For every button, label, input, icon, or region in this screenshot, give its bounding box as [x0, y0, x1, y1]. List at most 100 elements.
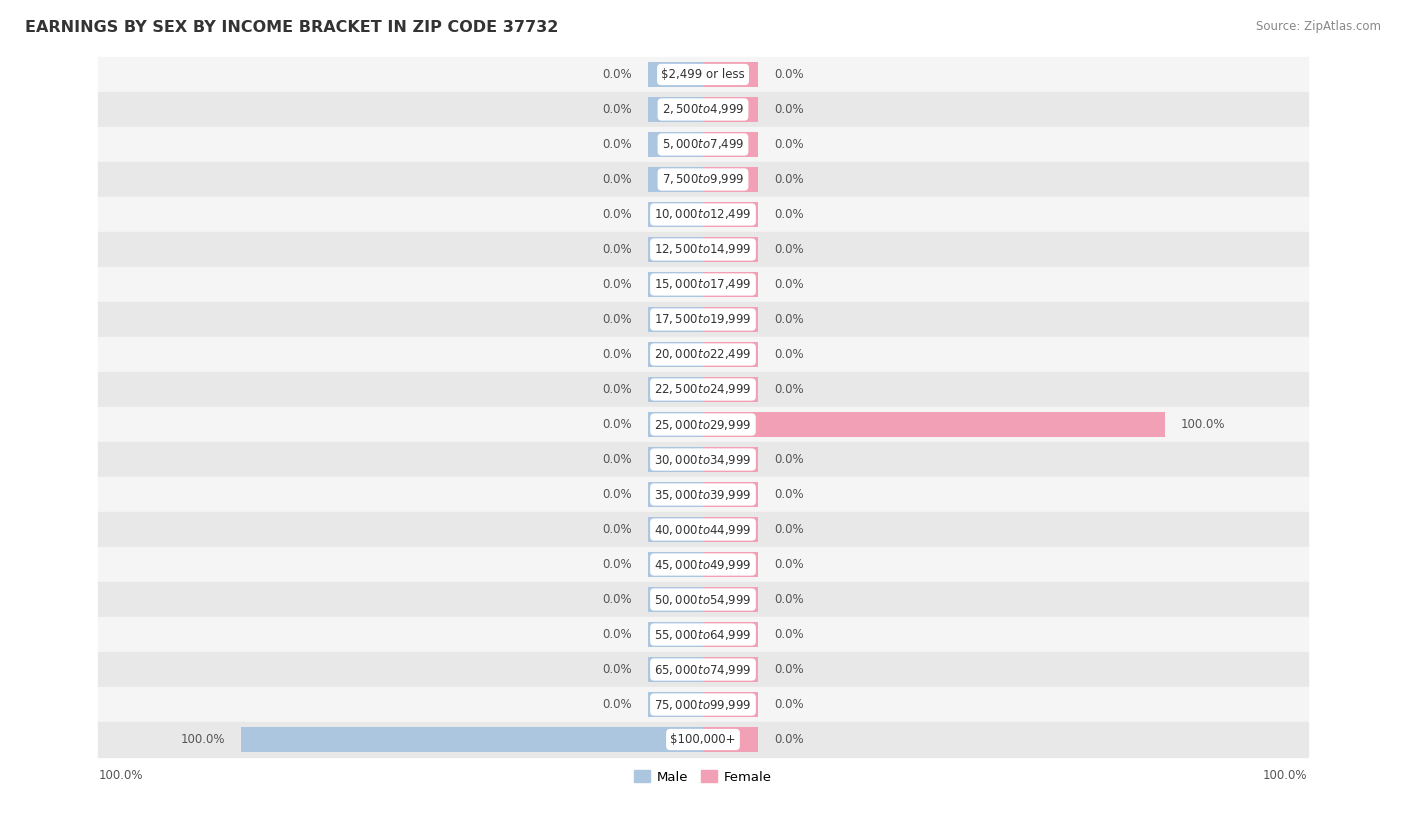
- Text: 0.0%: 0.0%: [775, 593, 804, 606]
- Bar: [648, 377, 703, 402]
- Text: 0.0%: 0.0%: [775, 453, 804, 466]
- Text: $45,000 to $49,999: $45,000 to $49,999: [654, 558, 752, 571]
- Bar: [648, 622, 703, 647]
- Text: 0.0%: 0.0%: [602, 278, 631, 291]
- Text: $7,500 to $9,999: $7,500 to $9,999: [662, 173, 744, 186]
- Bar: [98, 232, 1308, 267]
- Text: 0.0%: 0.0%: [602, 313, 631, 326]
- Bar: [98, 267, 1308, 302]
- Text: 0.0%: 0.0%: [602, 243, 631, 256]
- Bar: [98, 197, 1308, 232]
- Bar: [703, 377, 758, 402]
- Bar: [648, 307, 703, 332]
- Bar: [703, 727, 758, 752]
- Text: 0.0%: 0.0%: [775, 313, 804, 326]
- Bar: [648, 657, 703, 682]
- Text: 0.0%: 0.0%: [775, 383, 804, 396]
- Bar: [648, 62, 703, 87]
- Bar: [703, 657, 758, 682]
- Bar: [242, 727, 703, 752]
- Text: 100.0%: 100.0%: [1263, 769, 1308, 782]
- Bar: [648, 272, 703, 297]
- Text: $2,500 to $4,999: $2,500 to $4,999: [662, 103, 744, 116]
- Text: 0.0%: 0.0%: [602, 208, 631, 221]
- Bar: [703, 552, 758, 577]
- Text: 100.0%: 100.0%: [98, 769, 143, 782]
- Bar: [98, 617, 1308, 652]
- Bar: [98, 127, 1308, 162]
- Text: 0.0%: 0.0%: [775, 348, 804, 361]
- Bar: [98, 547, 1308, 582]
- Bar: [98, 92, 1308, 127]
- Bar: [648, 202, 703, 227]
- Bar: [703, 97, 758, 122]
- Bar: [703, 167, 758, 192]
- Text: $17,500 to $19,999: $17,500 to $19,999: [654, 313, 752, 326]
- Text: $40,000 to $44,999: $40,000 to $44,999: [654, 523, 752, 536]
- Text: 0.0%: 0.0%: [775, 733, 804, 746]
- Text: 0.0%: 0.0%: [602, 348, 631, 361]
- Bar: [98, 162, 1308, 197]
- Bar: [648, 97, 703, 122]
- Text: 0.0%: 0.0%: [602, 523, 631, 536]
- Bar: [648, 517, 703, 542]
- Text: 0.0%: 0.0%: [602, 488, 631, 501]
- Bar: [703, 307, 758, 332]
- Bar: [98, 57, 1308, 92]
- Text: 0.0%: 0.0%: [775, 663, 804, 676]
- Bar: [98, 302, 1308, 337]
- Bar: [648, 587, 703, 612]
- Bar: [703, 342, 758, 367]
- Text: 0.0%: 0.0%: [775, 208, 804, 221]
- Bar: [648, 167, 703, 192]
- Bar: [703, 692, 758, 717]
- Text: 0.0%: 0.0%: [602, 698, 631, 711]
- Bar: [98, 442, 1308, 477]
- Bar: [648, 412, 703, 437]
- Text: 0.0%: 0.0%: [775, 103, 804, 116]
- Bar: [703, 622, 758, 647]
- Bar: [648, 132, 703, 157]
- Legend: Male, Female: Male, Female: [628, 765, 778, 789]
- Text: 0.0%: 0.0%: [775, 488, 804, 501]
- Text: $50,000 to $54,999: $50,000 to $54,999: [654, 593, 752, 606]
- Text: 0.0%: 0.0%: [775, 558, 804, 571]
- Bar: [703, 412, 1164, 437]
- Bar: [98, 582, 1308, 617]
- Text: 0.0%: 0.0%: [602, 558, 631, 571]
- Text: 0.0%: 0.0%: [602, 628, 631, 641]
- Bar: [703, 202, 758, 227]
- Text: 0.0%: 0.0%: [602, 663, 631, 676]
- Bar: [703, 132, 758, 157]
- Text: 0.0%: 0.0%: [775, 243, 804, 256]
- Bar: [703, 482, 758, 507]
- Text: $35,000 to $39,999: $35,000 to $39,999: [654, 488, 752, 501]
- Text: $2,499 or less: $2,499 or less: [661, 68, 745, 81]
- Bar: [98, 652, 1308, 687]
- Text: $15,000 to $17,499: $15,000 to $17,499: [654, 278, 752, 291]
- Text: 0.0%: 0.0%: [602, 418, 631, 431]
- Text: 0.0%: 0.0%: [602, 103, 631, 116]
- Bar: [703, 447, 758, 472]
- Bar: [98, 337, 1308, 372]
- Text: 0.0%: 0.0%: [602, 138, 631, 151]
- Text: $30,000 to $34,999: $30,000 to $34,999: [654, 453, 752, 466]
- Bar: [648, 342, 703, 367]
- Text: 0.0%: 0.0%: [602, 68, 631, 81]
- Text: $75,000 to $99,999: $75,000 to $99,999: [654, 698, 752, 711]
- Bar: [98, 512, 1308, 547]
- Bar: [703, 517, 758, 542]
- Bar: [703, 237, 758, 262]
- Bar: [648, 482, 703, 507]
- Bar: [648, 692, 703, 717]
- Text: 0.0%: 0.0%: [775, 628, 804, 641]
- Text: $12,500 to $14,999: $12,500 to $14,999: [654, 243, 752, 256]
- Bar: [98, 687, 1308, 722]
- Bar: [703, 587, 758, 612]
- Text: $5,000 to $7,499: $5,000 to $7,499: [662, 138, 744, 151]
- Bar: [703, 62, 758, 87]
- Text: Source: ZipAtlas.com: Source: ZipAtlas.com: [1256, 20, 1381, 33]
- Text: $25,000 to $29,999: $25,000 to $29,999: [654, 418, 752, 431]
- Bar: [648, 237, 703, 262]
- Text: $22,500 to $24,999: $22,500 to $24,999: [654, 383, 752, 396]
